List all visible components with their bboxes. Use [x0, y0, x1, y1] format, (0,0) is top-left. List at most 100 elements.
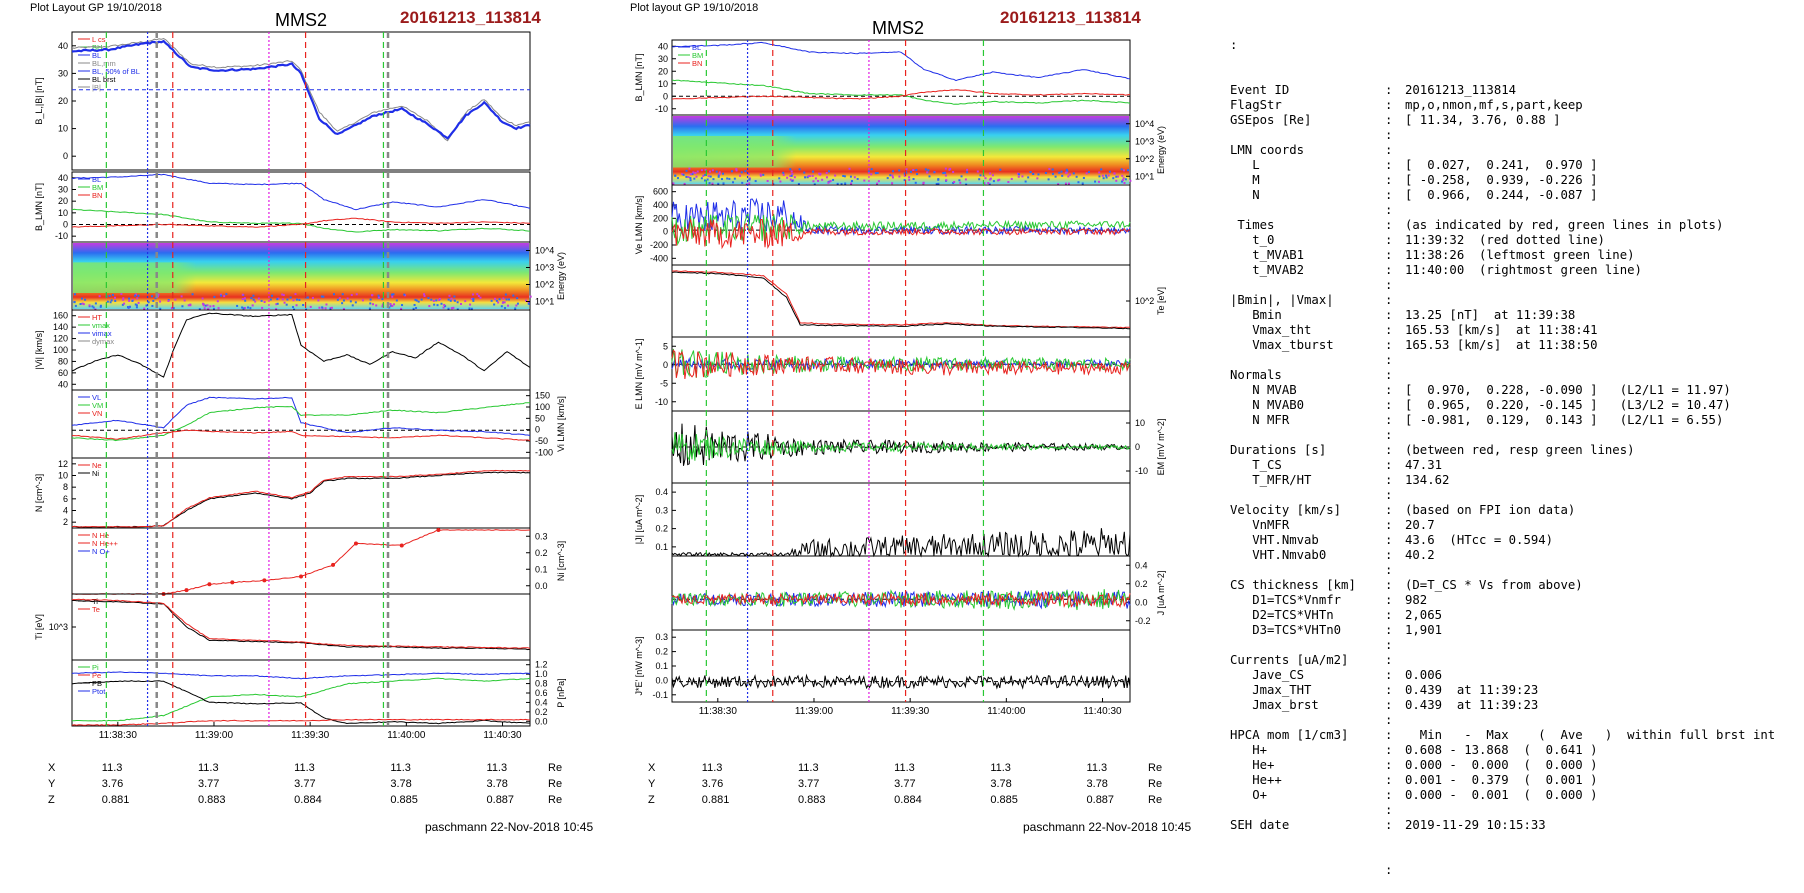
info-value: 2,065: [1405, 608, 1443, 622]
ytick-label: 40: [58, 173, 68, 183]
info-key: L: [1230, 158, 1260, 172]
info-row: He++:0.001 - 0.379 ( 0.001 ): [1230, 773, 1598, 787]
ytick-label: 0.1: [655, 542, 668, 552]
legend-entry: VN: [92, 409, 102, 418]
info-value: 0.001 - 0.379 ( 0.001 ): [1405, 773, 1598, 787]
ytick-label: 40: [58, 41, 68, 51]
data-point: [262, 578, 267, 583]
ytick-label: 160: [53, 311, 68, 321]
series-line: [671, 357, 1131, 371]
ytick-label: 30: [58, 185, 68, 195]
coord-value: 3.78: [990, 778, 1012, 790]
info-key: Jave_CS: [1230, 668, 1305, 682]
coord-unit: Re: [548, 778, 563, 790]
ytick-label: 10^2: [1135, 154, 1154, 164]
legend-entry: HT: [92, 313, 102, 322]
series-line: [72, 598, 531, 649]
coord-unit: Re: [548, 794, 563, 806]
info-key: SEH date: [1230, 818, 1290, 832]
info-value: (as indicated by red, green lines in plo…: [1405, 218, 1724, 232]
left-plot-event-id: 20161213_113814: [400, 8, 541, 27]
ytick-label: 5: [663, 341, 668, 351]
info-value: 0.608 - 13.868 ( 0.641 ): [1405, 743, 1598, 757]
coord-value: 11.3: [486, 762, 508, 774]
ytick-label: 0.2: [655, 647, 668, 657]
legend-entry: BL brst: [92, 75, 116, 84]
ytick-label: 0.3: [655, 632, 668, 642]
series-line: [671, 89, 1131, 100]
coord-value: 11.3: [197, 762, 219, 774]
info-row: Currents [uA/m2]:: [1230, 653, 1393, 667]
info-row: O+:0.000 - 0.001 ( 0.000 ): [1230, 788, 1598, 802]
axis-ylabel: E LMN [mV m^-1]: [634, 339, 644, 410]
info-row: :: [1385, 488, 1393, 502]
info-value: 982: [1405, 593, 1428, 607]
ytick-label: 0: [63, 151, 68, 161]
info-value: [ -0.981, 0.129, 0.143 ] (L2/L1 = 6.55): [1405, 413, 1724, 427]
info-row: LMN coords:: [1230, 143, 1393, 157]
ytick-label: 100: [535, 402, 550, 412]
ytick-label: 8: [63, 482, 68, 492]
series-line: [71, 39, 531, 140]
ytick-label: 1.0: [535, 669, 548, 679]
ytick-label: 0.2: [535, 548, 548, 558]
ytick-label: 10^3: [535, 263, 554, 273]
info-row: Normals:: [1230, 368, 1393, 382]
coord-row-label: Z: [648, 794, 655, 806]
ytick-label: 100: [53, 345, 68, 355]
info-row: t_0:11:39:32 (red dotted line): [1230, 233, 1605, 247]
axis-ylabel: B_LMN [nT]: [34, 183, 44, 231]
ytick-label: 10: [658, 79, 668, 89]
info-key: Vmax_tht: [1230, 323, 1312, 337]
info-row: SEH date:2019-11-29 10:15:33: [1230, 818, 1546, 832]
axis-ylabel: Ni [cm^-3]: [556, 541, 566, 581]
info-key: N MVAB: [1230, 383, 1297, 397]
ytick-label: 40: [658, 41, 668, 51]
series-line: [71, 208, 531, 233]
axis-ylabel: B_LMN [nT]: [634, 53, 644, 101]
info-row: H+:0.608 - 13.868 ( 0.641 ): [1230, 743, 1598, 757]
ytick-label: 40: [58, 379, 68, 389]
info-row: :: [1385, 638, 1393, 652]
ytick-label: 20: [58, 196, 68, 206]
xtick-label: 11:40:30: [1083, 706, 1122, 717]
coord-unit: Re: [1148, 762, 1163, 774]
series-line: [671, 348, 1131, 378]
legend-entry: VL: [92, 393, 101, 402]
coord-value: 3.76: [101, 778, 124, 790]
ytick-label: 0: [663, 360, 668, 370]
series-line: [671, 673, 1131, 690]
info-row: Jmax_THT:0.439 at 11:39:23: [1230, 683, 1539, 697]
ytick-label: -0.1: [652, 690, 668, 700]
ytick-label: 10: [1135, 418, 1145, 428]
xtick-label: 11:38:30: [99, 730, 138, 741]
info-row: VnMFR:20.7: [1230, 518, 1435, 532]
coord-value: 3.78: [390, 778, 412, 790]
ytick-label: 10^1: [1135, 171, 1154, 181]
left-plot-header: Plot Layout GP 19/10/2018: [30, 2, 162, 14]
ytick-label: -5: [660, 378, 668, 388]
legend-entry: |B|: [92, 83, 101, 92]
info-value: 0.000 - 0.001 ( 0.000 ): [1405, 788, 1598, 802]
axis-ylabel: Vi LMN [km/s]: [556, 396, 566, 452]
info-row: Bmin:13.25 [nT] at 11:39:38: [1230, 308, 1576, 322]
series-line: [71, 396, 531, 436]
ytick-label: 10: [58, 471, 68, 481]
info-value: 1,901: [1405, 623, 1443, 637]
info-key: N MVAB0: [1230, 398, 1305, 412]
ytick-label: 10^3: [49, 622, 68, 632]
info-value: 20.7: [1405, 518, 1435, 532]
ytick-label: 0.4: [535, 697, 548, 707]
info-row: :: [1385, 203, 1393, 217]
info-row: :: [1385, 803, 1393, 817]
legend-entry: L cs: [92, 35, 106, 44]
legend-entry: Pe: [92, 671, 101, 680]
legend-entry: Ni: [92, 469, 99, 478]
info-key: Normals: [1230, 368, 1282, 382]
info-key: HPCA mom [1/cm3]: [1230, 728, 1349, 742]
info-value: 2019-11-29 10:15:33: [1405, 818, 1546, 832]
xtick-label: 11:40:30: [483, 730, 522, 741]
info-row: VHT.Nmvab:43.6 (HTcc = 0.594): [1230, 533, 1554, 547]
